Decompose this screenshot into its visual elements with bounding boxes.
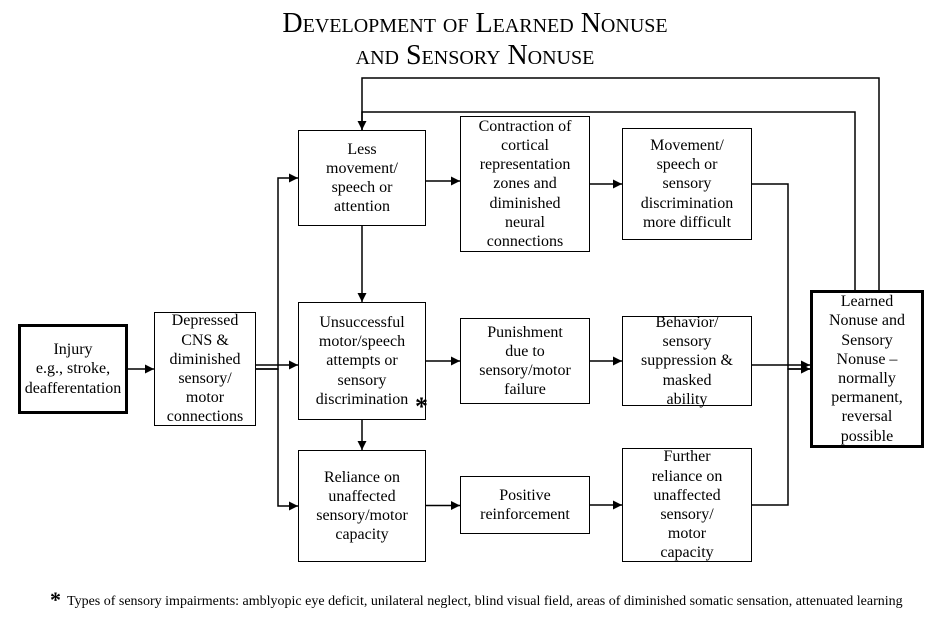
node-movement-label: Movement/speech orsensorydiscriminationm… — [641, 136, 733, 232]
node-further-label: Furtherreliance onunaffectedsensory/moto… — [652, 447, 723, 562]
node-punishment: Punishmentdue tosensory/motorfailure — [460, 318, 590, 404]
node-movement: Movement/speech orsensorydiscriminationm… — [622, 128, 752, 240]
title-line1: Development of Learned Nonuse — [0, 8, 950, 40]
flowchart-canvas: Development of Learned Nonuseand Sensory… — [0, 0, 950, 631]
node-depressed: DepressedCNS &diminishedsensory/motorcon… — [154, 312, 256, 426]
title-line2: and Sensory Nonuse — [0, 40, 950, 72]
node-further: Furtherreliance onunaffectedsensory/moto… — [622, 448, 752, 562]
asterisk-marker: * — [415, 392, 428, 422]
node-behavior-label: Behavior/sensorysuppression &maskedabili… — [641, 313, 733, 409]
node-punishment-label: Punishmentdue tosensory/motorfailure — [479, 323, 571, 400]
node-positive: Positivereinforcement — [460, 476, 590, 534]
node-learned: LearnedNonuse andSensoryNonuse –normally… — [810, 290, 924, 448]
node-unsuccessful: Unsuccessfulmotor/speechattempts orsenso… — [298, 302, 426, 420]
diagram-title: Development of Learned Nonuseand Sensory… — [0, 8, 950, 72]
node-reliance: Reliance onunaffectedsensory/motorcapaci… — [298, 450, 426, 562]
node-less-label: Lessmovement/speech orattention — [326, 140, 398, 217]
node-contraction-label: Contraction ofcorticalrepresentationzone… — [479, 117, 572, 251]
node-less: Lessmovement/speech orattention — [298, 130, 426, 226]
edges-layer — [0, 0, 950, 631]
node-behavior: Behavior/sensorysuppression &maskedabili… — [622, 316, 752, 406]
footnote-text: Types of sensory impairments: amblyopic … — [67, 594, 903, 609]
node-positive-label: Positivereinforcement — [480, 486, 570, 524]
node-unsuccessful-label: Unsuccessfulmotor/speechattempts orsenso… — [316, 313, 408, 409]
node-contraction: Contraction ofcorticalrepresentationzone… — [460, 116, 590, 252]
node-learned-label: LearnedNonuse andSensoryNonuse –normally… — [829, 292, 905, 446]
node-injury: Injurye.g., stroke,deafferentation — [18, 324, 128, 414]
footnote-symbol: * — [50, 586, 61, 615]
footnote: * Types of sensory impairments: amblyopic… — [50, 586, 910, 615]
node-depressed-label: DepressedCNS &diminishedsensory/motorcon… — [167, 311, 243, 426]
node-injury-label: Injurye.g., stroke,deafferentation — [25, 340, 122, 398]
node-reliance-label: Reliance onunaffectedsensory/motorcapaci… — [316, 468, 408, 545]
